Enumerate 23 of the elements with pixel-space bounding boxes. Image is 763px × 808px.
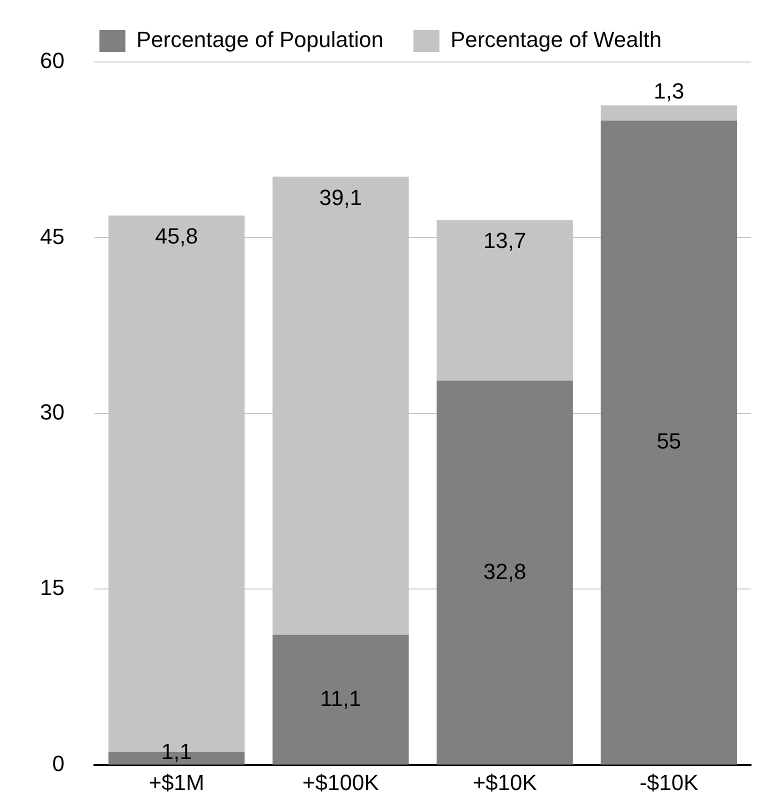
data-label: 39,1 (319, 184, 362, 210)
data-label: 13,7 (483, 228, 526, 254)
data-label: 11,1 (320, 686, 362, 711)
y-tick-label: 60 (40, 48, 64, 74)
x-tick-label: -$10K (640, 770, 699, 796)
y-tick-label: 45 (40, 224, 64, 249)
x-tick-label: +$10K (472, 770, 538, 796)
legend-label: Percentage of Wealth (450, 27, 662, 52)
y-tick-label: 30 (40, 399, 64, 424)
data-label: 55 (656, 428, 682, 454)
y-tick-label: 15 (40, 575, 64, 600)
bar (600, 105, 738, 121)
bar (272, 634, 409, 765)
data-label: 1,3 (654, 78, 684, 104)
legend-label: Percentage of Population (136, 27, 384, 52)
x-tick-label: +$1M (148, 770, 204, 796)
y-tick-label: 0 (52, 750, 64, 776)
x-tick-label: +$100K (302, 770, 380, 796)
data-label: 45,8 (155, 224, 198, 249)
bar (436, 380, 573, 765)
data-label: 1,1 (161, 738, 192, 764)
data-label: 32,8 (483, 558, 526, 584)
bar (600, 120, 738, 765)
